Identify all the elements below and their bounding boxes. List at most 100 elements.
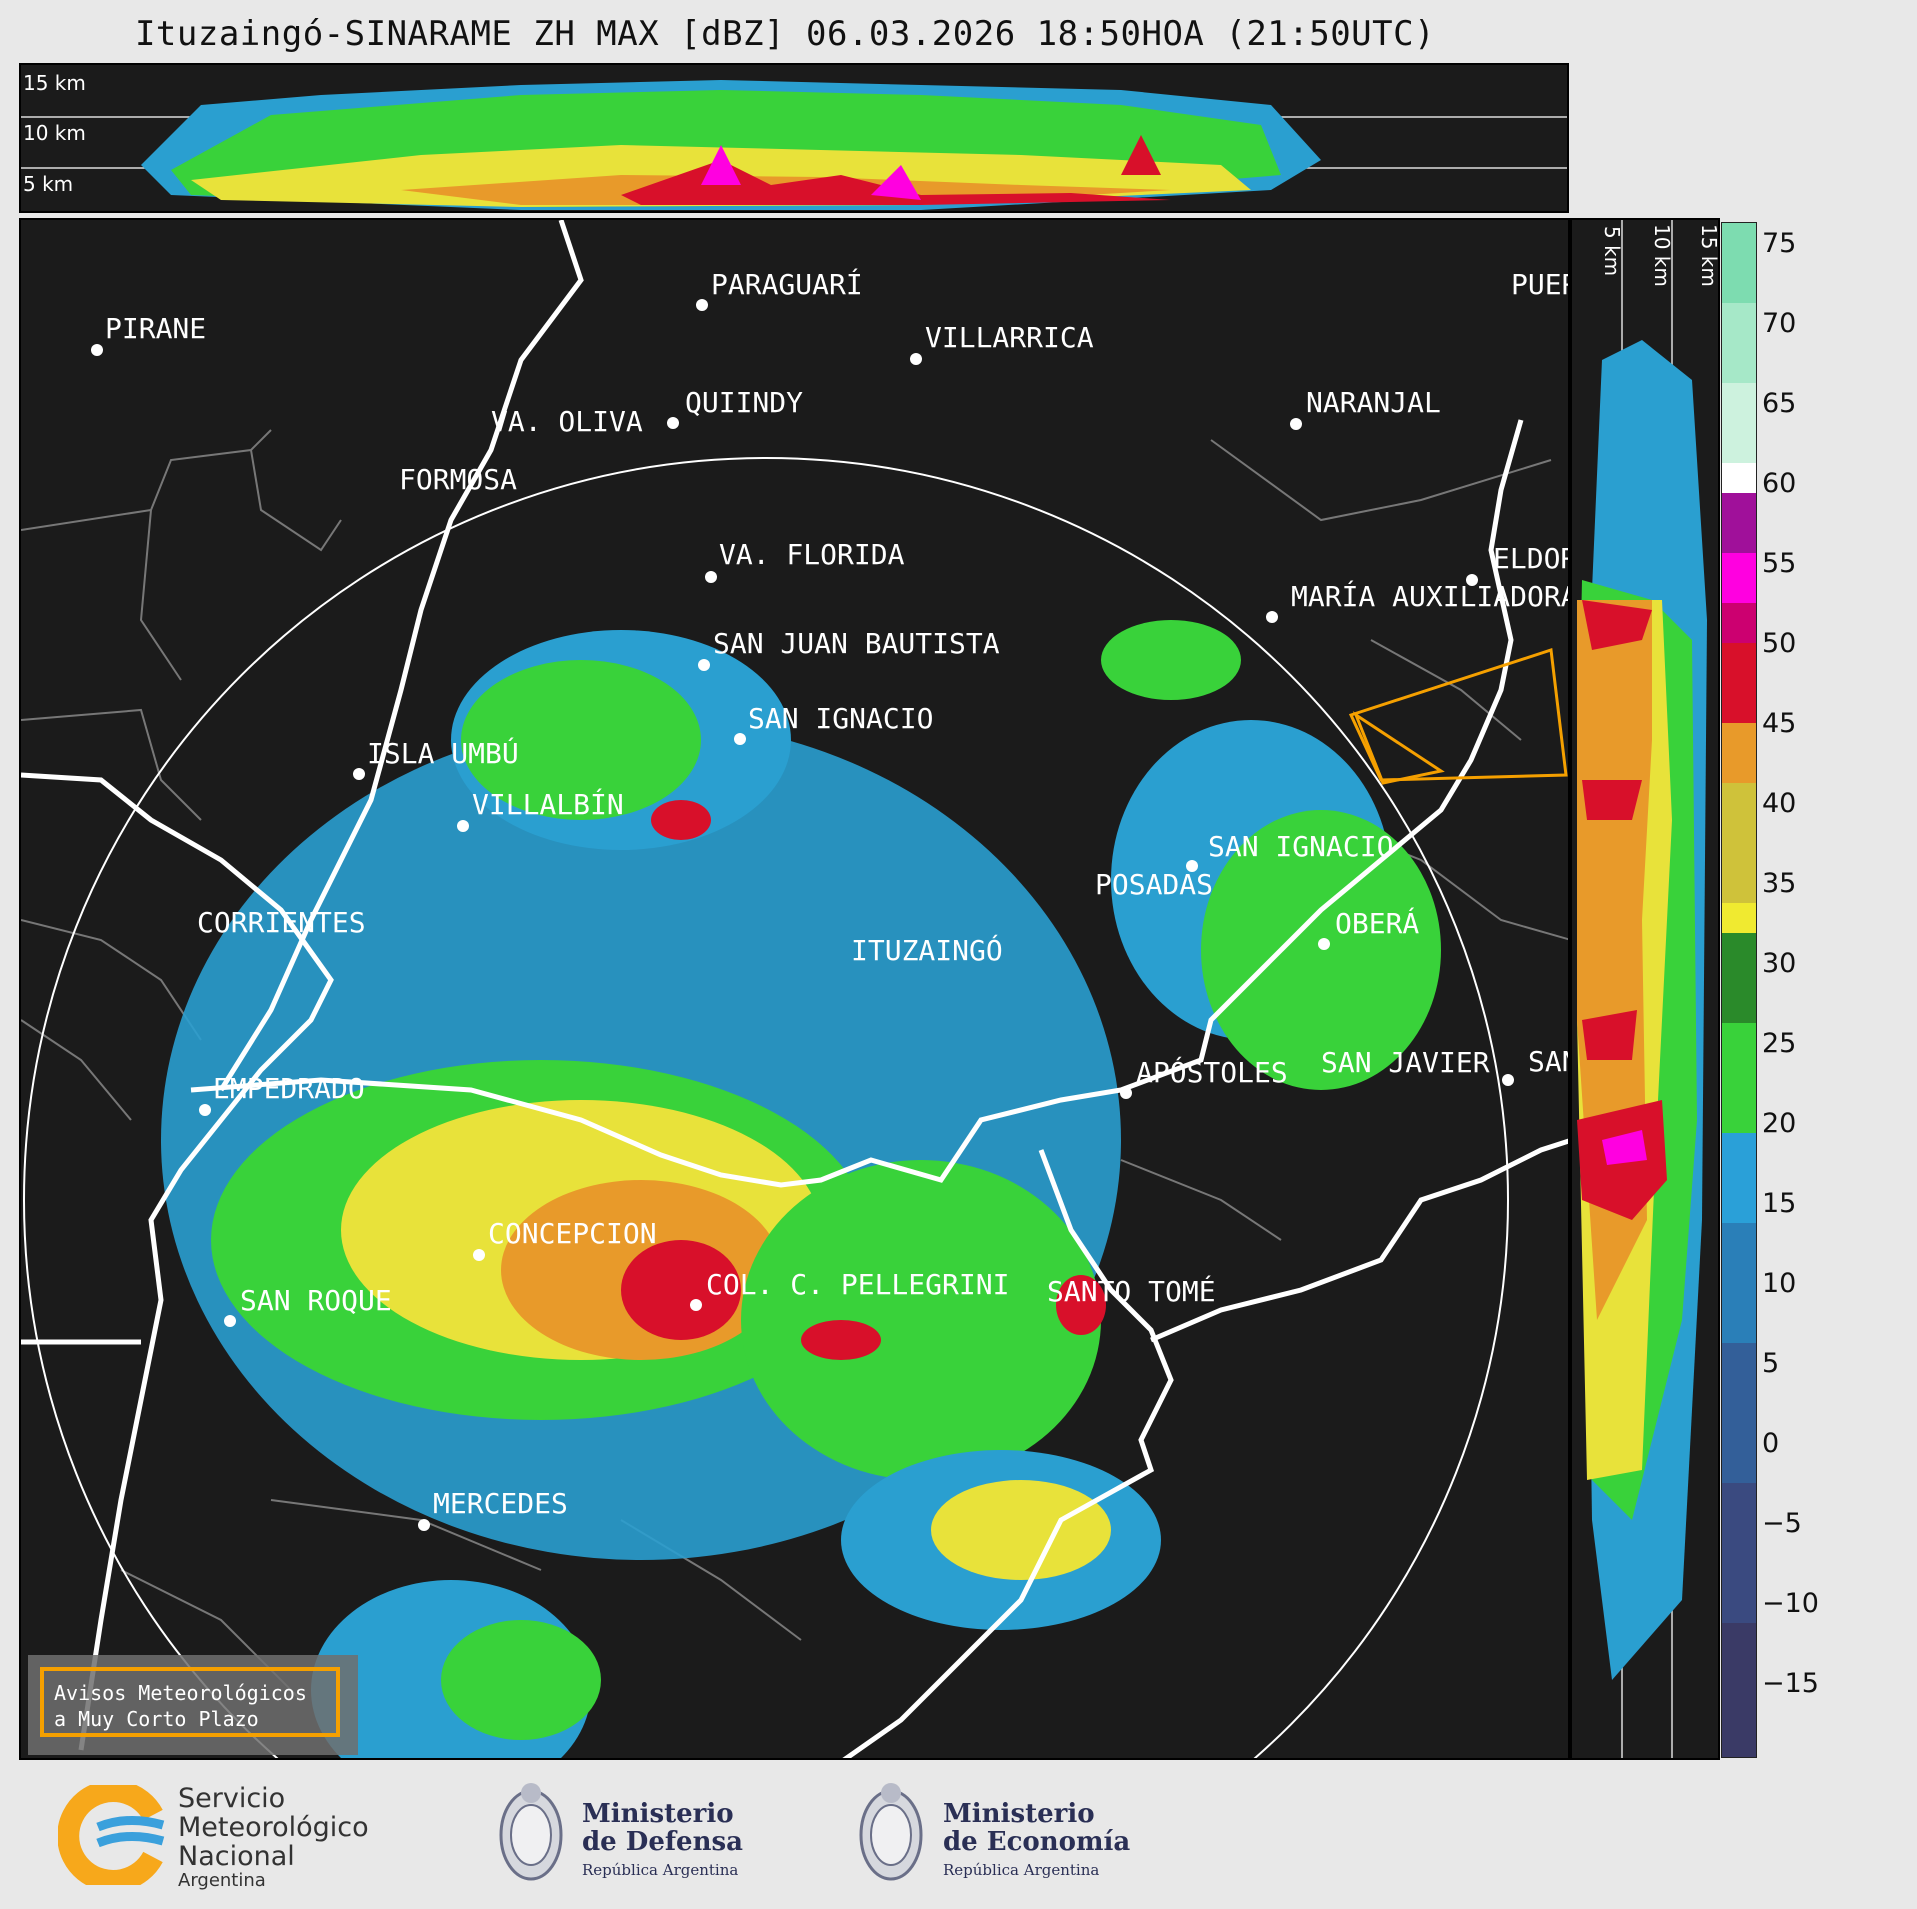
place-label-posadas: POSADAS (1095, 868, 1214, 901)
place-label-san-javier: SAN JAVIER (1321, 1046, 1490, 1079)
economia-line2: de Economía (943, 1827, 1131, 1857)
height-label-10: 10 km (23, 121, 86, 145)
place-label-quiindy: QUIINDY (685, 386, 804, 419)
colorbar-tick: 25 (1762, 1028, 1797, 1059)
place-label-villalbin: VILLALBÍN (472, 788, 624, 821)
place-label-santo-tome: SANTO TOMÉ (1047, 1275, 1216, 1308)
radar-map-panel: PIRANE PARAGUARÍ VILLARRICA VA. OLIVA QU… (19, 218, 1570, 1760)
place-dot (1290, 418, 1302, 430)
place-label-apostoles: APÓSTOLES (1136, 1056, 1288, 1089)
place-dot (690, 1299, 702, 1311)
economia-seal (855, 1775, 927, 1895)
place-dot (457, 820, 469, 832)
colorbar-gradient (1722, 223, 1756, 1757)
colorbar-tick: 50 (1762, 628, 1797, 659)
radar-map (21, 220, 1568, 1758)
place-dot (1120, 1087, 1132, 1099)
side-height-label-5: 5 km (1600, 226, 1624, 277)
place-label-ituzaingo: ITUZAINGÓ (851, 934, 1003, 967)
place-label-mercedes: MERCEDES (433, 1487, 568, 1520)
smn-line3: Nacional (178, 1841, 295, 1872)
place-dot (1266, 611, 1278, 623)
smn-logo-text: Servicio Meteorológico Nacional Argentin… (178, 1784, 369, 1891)
place-dot (705, 571, 717, 583)
defensa-line1: Ministerio (582, 1799, 734, 1829)
colorbar-tick: 5 (1762, 1348, 1780, 1379)
smn-line2: Meteorológico (178, 1812, 369, 1843)
colorbar (1721, 222, 1757, 1758)
side-cross-section-panel: 5 km 10 km 15 km (1570, 218, 1720, 1760)
smn-logo-icon (57, 1780, 165, 1892)
defensa-seal (495, 1775, 567, 1895)
place-dot (1186, 860, 1198, 872)
colorbar-tick: 0 (1762, 1428, 1780, 1459)
place-dot (734, 733, 746, 745)
economia-text: Ministerio de Economía República Argenti… (943, 1800, 1130, 1884)
colorbar-tick: −5 (1762, 1508, 1802, 1539)
colorbar-tick: 35 (1762, 868, 1797, 899)
colorbar-tick: 10 (1762, 1268, 1797, 1299)
colorbar-tick: 30 (1762, 948, 1797, 979)
place-label-concepcion: CONCEPCION (488, 1217, 657, 1250)
warning-legend-line2: a Muy Corto Plazo (54, 1707, 259, 1731)
place-label-san-roque: SAN ROQUE (240, 1284, 392, 1317)
side-height-label-15: 15 km (1697, 224, 1720, 287)
colorbar-tick: 60 (1762, 468, 1797, 499)
top-cross-section (21, 80, 1567, 210)
place-label-paraguari: PARAGUARÍ (711, 268, 863, 301)
place-dot (91, 344, 103, 356)
place-label-naranjal: NARANJAL (1306, 386, 1441, 419)
place-label-san: SAN (1528, 1045, 1568, 1078)
smn-logo (57, 1780, 168, 1892)
height-label-15: 15 km (23, 71, 86, 95)
place-dot (199, 1104, 211, 1116)
side-height-label-10: 10 km (1650, 224, 1674, 287)
place-dot (698, 659, 710, 671)
colorbar-tick: 20 (1762, 1108, 1797, 1139)
place-label-obera: OBERÁ (1335, 907, 1420, 940)
place-label-va-florida: VA. FLORIDA (719, 538, 905, 571)
place-dot (353, 768, 365, 780)
smn-line1: Servicio (178, 1783, 286, 1814)
colorbar-tick: 65 (1762, 388, 1797, 419)
colorbar-tick: 75 (1762, 228, 1797, 259)
chart-title: Ituzaingó-SINARAME ZH MAX [dBZ] 06.03.20… (134, 14, 1436, 54)
place-dot (1466, 574, 1478, 586)
argentina-seal-icon (499, 1783, 563, 1881)
place-label-puerto: PUERTO (1511, 268, 1568, 301)
place-dot (696, 299, 708, 311)
place-dot (1318, 938, 1330, 950)
place-label-va-oliva: VA. OLIVA (491, 405, 643, 438)
economia-line1: Ministerio (943, 1799, 1095, 1829)
place-label-empedrado: EMPEDRADO (213, 1072, 365, 1105)
range-ring (23, 457, 1509, 1758)
top-cross-section-panel: 15 km 10 km 5 km (19, 63, 1569, 213)
place-label-san-juan-bautista: SAN JUAN BAUTISTA (713, 627, 1000, 660)
colorbar-tick: 40 (1762, 788, 1797, 819)
place-dot (667, 417, 679, 429)
radar-echoes (161, 620, 1441, 1758)
place-dot (1502, 1074, 1514, 1086)
colorbar-tick: −10 (1762, 1588, 1819, 1619)
defensa-line2: de Defensa (582, 1827, 743, 1857)
warning-legend-frame: Avisos Meteorológicos a Muy Corto Plazo (40, 1667, 340, 1737)
defensa-line3: República Argentina (582, 1861, 739, 1879)
economia-line3: República Argentina (943, 1861, 1100, 1879)
colorbar-tick: 70 (1762, 308, 1797, 339)
place-label-maria-auxiliadora: MARÍA AUXILIADORA (1291, 580, 1570, 613)
colorbar-tick: −15 (1762, 1668, 1819, 1699)
place-dot (418, 1519, 430, 1531)
place-label-formosa: FORMOSA (399, 463, 518, 496)
warning-legend-line1: Avisos Meteorológicos (54, 1681, 307, 1705)
height-label-5: 5 km (23, 172, 74, 196)
argentina-seal-icon (859, 1783, 923, 1881)
colorbar-tick: 45 (1762, 708, 1797, 739)
place-label-col-pellegrini: COL. C. PELLEGRINI (706, 1268, 1010, 1301)
side-cross-section (1577, 220, 1707, 1758)
defensa-text: Ministerio de Defensa República Argentin… (582, 1800, 743, 1884)
place-label-isla-umbu: ISLA UMBÚ (367, 737, 519, 770)
warning-legend: Avisos Meteorológicos a Muy Corto Plazo (28, 1655, 358, 1755)
place-label-corrientes: CORRIENTES (197, 906, 366, 939)
place-label-san-ignacio-py: SAN IGNACIO (748, 702, 934, 735)
colorbar-tick: 15 (1762, 1188, 1797, 1219)
